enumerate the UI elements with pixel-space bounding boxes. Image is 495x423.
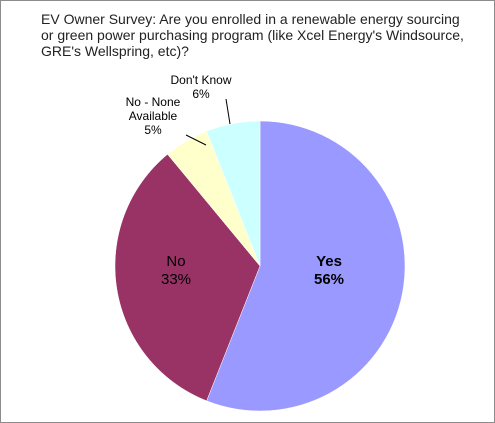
leader-line bbox=[225, 98, 231, 125]
pie-slice bbox=[114, 153, 261, 402]
chart-title: EV Owner Survey: Are you enrolled in a r… bbox=[41, 11, 464, 59]
slice-label: No - None Available 5% bbox=[118, 95, 188, 137]
slice-label: Don't Know 6% bbox=[171, 73, 232, 101]
pie-slice bbox=[206, 120, 261, 267]
leader-line bbox=[185, 134, 207, 146]
pie-slice bbox=[206, 120, 406, 412]
category-label: Don't Know bbox=[170, 73, 232, 87]
category-label: Yes bbox=[316, 253, 342, 270]
value-label: 33% bbox=[160, 271, 192, 288]
slice-label: No 33% bbox=[161, 253, 191, 289]
value-label: 5% bbox=[144, 123, 162, 137]
value-label: 56% bbox=[313, 271, 345, 288]
slice-label: Yes 56% bbox=[314, 253, 344, 289]
category-label: No - None Available bbox=[125, 95, 181, 123]
value-label: 6% bbox=[192, 87, 210, 101]
category-label: No bbox=[166, 253, 186, 270]
